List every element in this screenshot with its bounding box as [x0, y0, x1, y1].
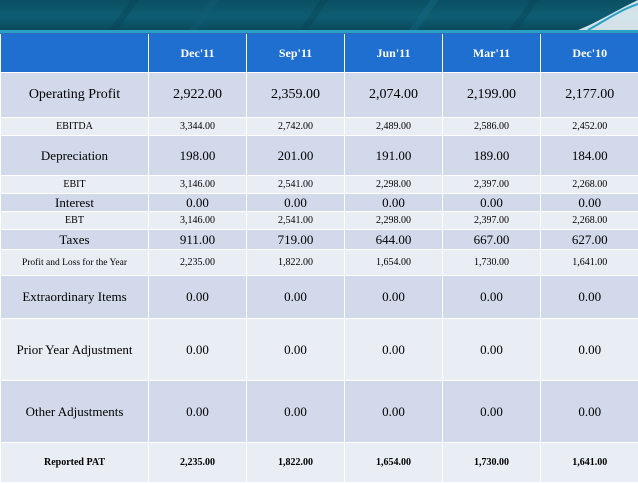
- header-label-cell: [1, 34, 149, 73]
- table-cell: 0.00: [345, 381, 443, 443]
- table-cell: 2,199.00: [443, 73, 541, 118]
- table-row: Other Adjustments 0.00 0.00 0.00 0.00 0.…: [1, 381, 638, 443]
- table-cell: 2,298.00: [345, 212, 443, 230]
- row-label: EBITDA: [1, 118, 149, 136]
- table-cell: 2,452.00: [541, 118, 638, 136]
- table-cell: 0.00: [541, 276, 638, 319]
- header-stripe: [109, 0, 138, 30]
- table-cell: 0.00: [247, 194, 345, 212]
- header-stripe: [509, 0, 538, 30]
- table-cell: 0.00: [345, 319, 443, 381]
- table-cell: 2,397.00: [443, 176, 541, 194]
- table-cell: 1,654.00: [345, 250, 443, 276]
- row-label: EBT: [1, 212, 149, 230]
- table-cell: 1,822.00: [247, 250, 345, 276]
- period-header: Jun'11: [345, 34, 443, 73]
- period-header: Sep'11: [247, 34, 345, 73]
- table-cell: 0.00: [247, 319, 345, 381]
- table-cell: 2,298.00: [345, 176, 443, 194]
- table-cell: 0.00: [443, 194, 541, 212]
- row-label: EBIT: [1, 176, 149, 194]
- slide-header-band: [0, 0, 638, 30]
- table-row: Depreciation 198.00 201.00 191.00 189.00…: [1, 136, 638, 176]
- period-header: Dec'10: [541, 34, 638, 73]
- period-header: Dec'11: [149, 34, 247, 73]
- header-stripe: [299, 0, 328, 30]
- table-cell: 0.00: [443, 381, 541, 443]
- table-cell: 2,235.00: [149, 250, 247, 276]
- table-cell: 2,922.00: [149, 73, 247, 118]
- table-cell: 0.00: [345, 194, 443, 212]
- table-row: Prior Year Adjustment 0.00 0.00 0.00 0.0…: [1, 319, 638, 381]
- table-cell: 2,359.00: [247, 73, 345, 118]
- table-cell: 198.00: [149, 136, 247, 176]
- row-label: Other Adjustments: [1, 381, 149, 443]
- table-cell: 0.00: [345, 276, 443, 319]
- table-row: Taxes 911.00 719.00 644.00 667.00 627.00: [1, 230, 638, 250]
- table-cell: 911.00: [149, 230, 247, 250]
- table-cell: 184.00: [541, 136, 638, 176]
- table-cell: 2,177.00: [541, 73, 638, 118]
- table-row: Extraordinary Items 0.00 0.00 0.00 0.00 …: [1, 276, 638, 319]
- financial-table: Dec'11 Sep'11 Jun'11 Mar'11 Dec'10 Opera…: [0, 33, 638, 483]
- table-row: EBITDA 3,344.00 2,742.00 2,489.00 2,586.…: [1, 118, 638, 136]
- row-label: Operating Profit: [1, 73, 149, 118]
- table-cell: 2,541.00: [247, 212, 345, 230]
- table-cell: 3,146.00: [149, 176, 247, 194]
- table-cell: 627.00: [541, 230, 638, 250]
- table-cell: 667.00: [443, 230, 541, 250]
- corner-swoosh-decoration: [578, 0, 638, 30]
- header-stripe: [409, 0, 438, 30]
- table-cell: 2,489.00: [345, 118, 443, 136]
- table-cell: 719.00: [247, 230, 345, 250]
- table-cell: 644.00: [345, 230, 443, 250]
- table-row: Interest 0.00 0.00 0.00 0.00 0.00: [1, 194, 638, 212]
- row-label: Reported PAT: [1, 443, 149, 483]
- table-row: Profit and Loss for the Year 2,235.00 1,…: [1, 250, 638, 276]
- table-cell: 0.00: [443, 319, 541, 381]
- header-stripe: [189, 0, 218, 30]
- period-header: Mar'11: [443, 34, 541, 73]
- table-cell: 0.00: [247, 276, 345, 319]
- table-cell: 189.00: [443, 136, 541, 176]
- table-header-row: Dec'11 Sep'11 Jun'11 Mar'11 Dec'10: [1, 34, 638, 73]
- table-cell: 2,742.00: [247, 118, 345, 136]
- table-cell: 0.00: [247, 381, 345, 443]
- table-row: Reported PAT 2,235.00 1,822.00 1,654.00 …: [1, 443, 638, 483]
- row-label: Taxes: [1, 230, 149, 250]
- table-cell: 3,344.00: [149, 118, 247, 136]
- row-label: Prior Year Adjustment: [1, 319, 149, 381]
- row-label: Depreciation: [1, 136, 149, 176]
- row-label: Interest: [1, 194, 149, 212]
- table-cell: 2,586.00: [443, 118, 541, 136]
- row-label: Extraordinary Items: [1, 276, 149, 319]
- table-row: EBT 3,146.00 2,541.00 2,298.00 2,397.00 …: [1, 212, 638, 230]
- table-cell: 2,074.00: [345, 73, 443, 118]
- table-cell: 0.00: [149, 319, 247, 381]
- table-cell: 0.00: [149, 381, 247, 443]
- table-cell: 0.00: [149, 194, 247, 212]
- table-cell: 1,730.00: [443, 250, 541, 276]
- table-cell: 0.00: [443, 276, 541, 319]
- table-cell: 3,146.00: [149, 212, 247, 230]
- table-cell: 0.00: [541, 319, 638, 381]
- table-cell: 2,268.00: [541, 212, 638, 230]
- table-cell: 1,822.00: [247, 443, 345, 483]
- table-cell: 2,541.00: [247, 176, 345, 194]
- table-cell: 201.00: [247, 136, 345, 176]
- table-row: EBIT 3,146.00 2,541.00 2,298.00 2,397.00…: [1, 176, 638, 194]
- table-cell: 1,730.00: [443, 443, 541, 483]
- table-cell: 0.00: [541, 381, 638, 443]
- row-label: Profit and Loss for the Year: [1, 250, 149, 276]
- table-cell: 2,235.00: [149, 443, 247, 483]
- table-cell: 1,654.00: [345, 443, 443, 483]
- table-row: Operating Profit 2,922.00 2,359.00 2,074…: [1, 73, 638, 118]
- table-cell: 0.00: [149, 276, 247, 319]
- table-cell: 2,268.00: [541, 176, 638, 194]
- table-cell: 191.00: [345, 136, 443, 176]
- table-cell: 0.00: [541, 194, 638, 212]
- table-cell: 1,641.00: [541, 250, 638, 276]
- table-cell: 1,641.00: [541, 443, 638, 483]
- table-cell: 2,397.00: [443, 212, 541, 230]
